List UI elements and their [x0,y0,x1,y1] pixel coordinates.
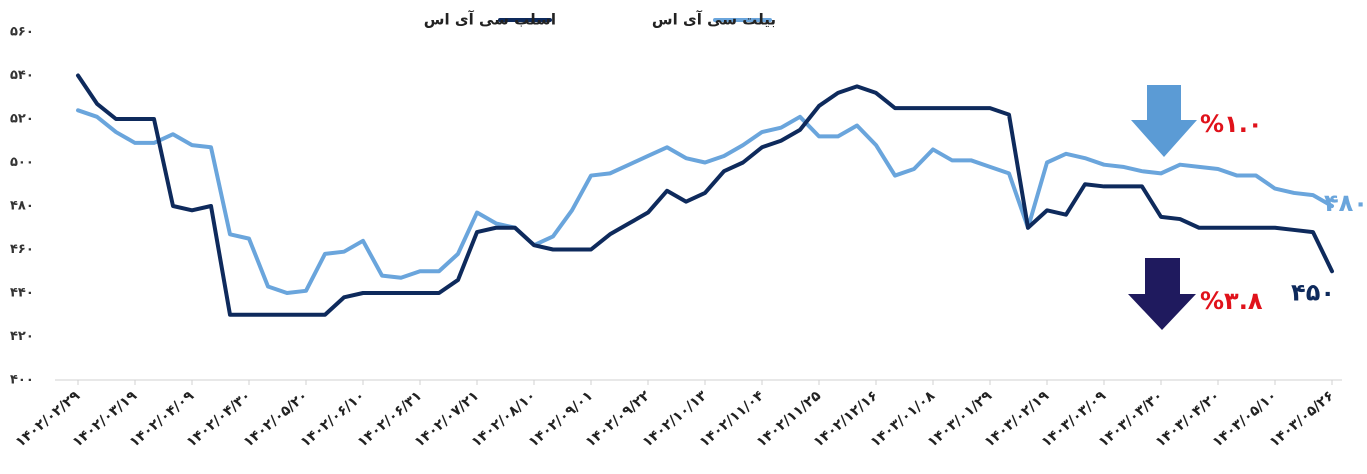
legend-label: اسلب سی آی اس [424,11,556,29]
arrow-down [1131,85,1197,157]
annotation: %۳.۸ [1200,287,1263,315]
annotation: %۱.۰ [1200,110,1262,138]
y-tick-label: ۴۸۰ [10,199,34,214]
y-tick-label: ۵۶۰ [10,25,34,40]
y-tick-label: ۴۶۰ [10,242,34,257]
y-tick-label: ۵۲۰ [10,112,34,127]
arrow-down [1128,258,1196,330]
end-label: ۴۸۰ [1324,189,1367,217]
y-tick-label: ۴۲۰ [10,329,34,344]
series-line [76,73,1334,317]
end-label: ۴۵۰ [1291,278,1335,306]
y-tick-label: ۵۰۰ [10,155,34,170]
series-line [76,108,1334,295]
legend-label: بیلت سی آی اس [652,11,776,29]
y-tick-label: ۴۴۰ [10,286,34,301]
y-tick-label: ۴۰۰ [10,373,34,388]
y-tick-label: ۵۴۰ [10,68,34,83]
